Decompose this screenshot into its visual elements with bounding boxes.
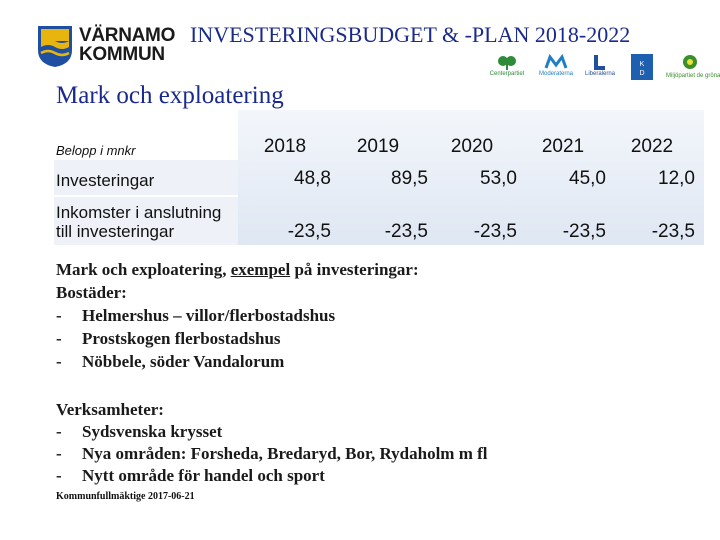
verksamheter-list: Verksamheter: - Sydsvenska krysset - Nya o… xyxy=(56,399,488,487)
year-header: 2020 xyxy=(450,136,494,157)
table-cell: -23,5 xyxy=(651,221,695,242)
row-label-investeringar: Investeringar xyxy=(56,171,155,190)
year-header: 2021 xyxy=(541,136,585,157)
logo-line-1: VÄRNAMO xyxy=(79,25,176,46)
partner-name: Centerpartiet xyxy=(489,71,525,77)
examples-list: Mark och exploatering, exempel på invest… xyxy=(56,258,419,373)
list-item: - Nytt område för handel och sport xyxy=(56,465,488,487)
row-label-line: Inkomster i anslutning xyxy=(56,203,222,222)
partner-liberalerna: Liberalerna xyxy=(582,54,618,77)
partner-kristdemokraterna: K D xyxy=(624,54,660,80)
year-header: 2018 xyxy=(263,136,307,157)
table-cell: -23,5 xyxy=(473,221,517,242)
partner-name: Miljöpartiet de gröna xyxy=(666,73,720,79)
year-header: 2019 xyxy=(356,136,400,157)
row-label-inkomster: Inkomster i anslutning till investeringa… xyxy=(56,203,221,241)
verksamheter-heading: Verksamheter: xyxy=(56,400,164,419)
table-cell: 89,5 xyxy=(391,168,428,189)
intro-text: på investeringar: xyxy=(290,260,419,279)
partner-centerpartiet: Centerpartiet xyxy=(484,54,530,77)
logo-line-2: KOMMUN xyxy=(79,44,165,65)
list-item: - Sydsvenska krysset xyxy=(56,421,488,443)
svg-text:D: D xyxy=(639,70,644,77)
list-item: - Helmershus – villor/flerbostadshus xyxy=(56,304,419,327)
section-subtitle: Mark och exploatering xyxy=(56,82,284,109)
row-label-line: till investeringar xyxy=(56,222,175,241)
logo-wordmark: VÄRNAMO KOMMUN xyxy=(79,26,175,64)
table-cell: 45,0 xyxy=(569,168,606,189)
intro-text: Mark och exploatering, xyxy=(56,260,231,279)
dash: - xyxy=(56,444,62,463)
partner-name: Liberalerna xyxy=(584,71,616,77)
partner-name: Moderaterna xyxy=(538,71,574,77)
footer-date: Kommunfullmäktige 2017-06-21 xyxy=(56,491,195,502)
list-item-text: Sydsvenska krysset xyxy=(82,422,223,441)
table-cell: -23,5 xyxy=(287,221,331,242)
list-item: - Prostskogen flerbostadshus xyxy=(56,327,419,350)
dandelion-icon xyxy=(683,55,697,69)
dash: - xyxy=(56,422,62,441)
year-header: 2022 xyxy=(630,136,674,157)
intro-underlined: exempel xyxy=(230,260,291,279)
page-title: INVESTERINGSBUDGET & -PLAN 2018-2022 xyxy=(190,22,631,47)
partner-miljopartiet: Miljöpartiet de gröna xyxy=(666,54,720,79)
list-item: - Nöbbele, söder Vandalorum xyxy=(56,350,419,373)
intro-line: Mark och exploatering, exempel på invest… xyxy=(56,258,419,281)
bostader-heading: Bostäder: xyxy=(56,283,127,302)
table-cell: 48,8 xyxy=(294,168,331,189)
svg-text:K: K xyxy=(640,61,645,68)
dash: - xyxy=(56,466,62,485)
table-cell: 53,0 xyxy=(480,168,517,189)
partner-logos: Centerpartiet Moderaterna Liberalerna K … xyxy=(484,54,720,94)
moderaterna-m-icon xyxy=(544,54,568,69)
dash: - xyxy=(56,306,62,325)
table-row-shade xyxy=(54,160,238,195)
list-item-text: Nya områden: Forsheda, Bredaryd, Bor, Ry… xyxy=(82,444,488,463)
table-cell: 12,0 xyxy=(658,168,695,189)
kd-icon: K D xyxy=(631,54,653,80)
varnamo-kommun-logo: VÄRNAMO KOMMUN xyxy=(36,24,186,70)
dash: - xyxy=(56,352,62,371)
list-item: - Nya områden: Forsheda, Bredaryd, Bor, R… xyxy=(56,443,488,465)
table-cell: -23,5 xyxy=(384,221,428,242)
table-cell: -23,5 xyxy=(562,221,606,242)
coat-of-arms-icon xyxy=(38,26,72,67)
list-item-text: Nytt område för handel och sport xyxy=(82,466,325,485)
dash: - xyxy=(56,329,62,348)
liberalerna-l-icon xyxy=(594,55,605,70)
partner-moderaterna: Moderaterna xyxy=(536,54,576,77)
list-item-text: Nöbbele, söder Vandalorum xyxy=(82,352,285,371)
clover-icon xyxy=(498,56,516,70)
table-row-shade xyxy=(54,197,238,245)
list-item-text: Helmershus – villor/flerbostadshus xyxy=(82,306,336,325)
unit-label: Belopp i mnkr xyxy=(56,143,136,158)
list-item-text: Prostskogen flerbostadshus xyxy=(82,329,281,348)
